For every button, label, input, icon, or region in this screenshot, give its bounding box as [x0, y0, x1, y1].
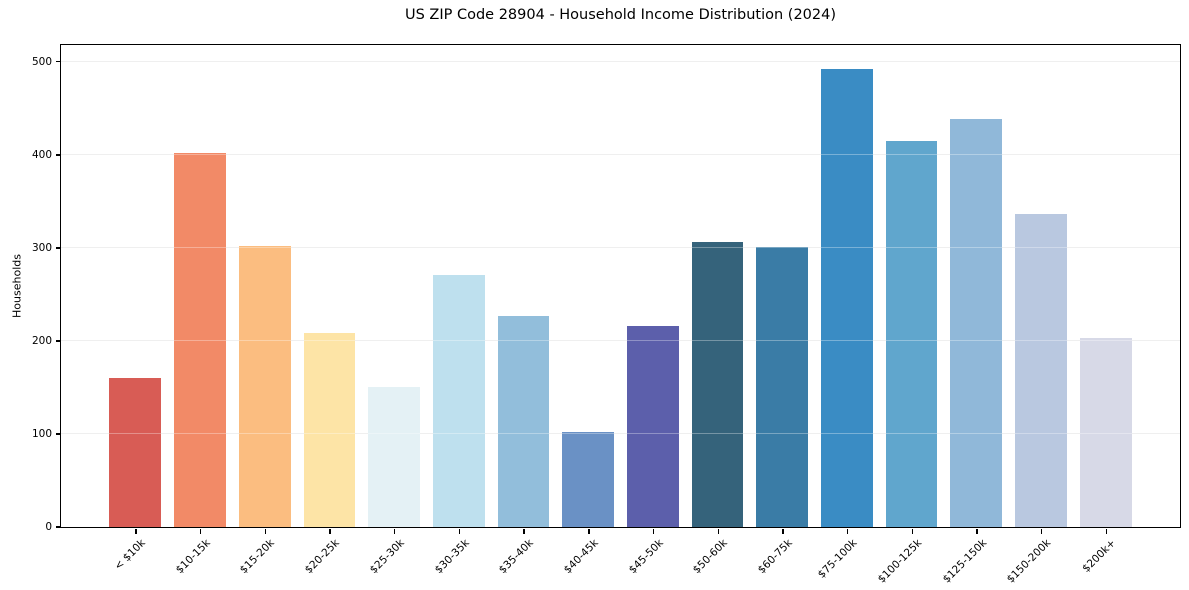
bar-slot: $20-25k	[297, 45, 362, 576]
x-tick-label: $20-25k	[302, 537, 342, 577]
bar-slot: $30-35k	[426, 45, 491, 576]
y-tick-label: 300	[31, 241, 52, 254]
gridline	[61, 339, 1180, 341]
y-tick-mark	[55, 61, 61, 63]
x-tick-label: $10-15k	[173, 537, 213, 577]
bar-slot: $35-40k	[491, 45, 556, 576]
y-tick-mark	[55, 247, 61, 249]
gridline	[61, 153, 1180, 155]
y-tick-label: 400	[31, 148, 52, 161]
x-tick-label: $25-30k	[367, 537, 407, 577]
y-tick-mark	[55, 433, 61, 435]
gridline	[61, 60, 1180, 62]
x-tick-mark	[264, 528, 267, 534]
x-tick-label: $200k+	[1080, 537, 1119, 575]
x-tick-label: $125-150k	[940, 537, 989, 586]
bar-$15-20k	[238, 246, 291, 527]
bar-slot: $125-150k	[940, 45, 1009, 586]
bar-slot: $60-75k	[750, 45, 815, 576]
x-tick-label: $100-125k	[875, 537, 925, 586]
x-tick-mark	[717, 528, 719, 534]
x-tick-label: $30-35k	[432, 537, 472, 577]
x-tick-label: $75-100k	[815, 537, 860, 581]
x-tick-mark	[1105, 528, 1108, 534]
x-tick-label: $150-200k	[1004, 537, 1054, 586]
x-tick-mark	[200, 528, 202, 534]
x-tick-mark	[394, 528, 396, 534]
x-tick-label: $45-50k	[626, 537, 666, 577]
y-axis-label: Households	[10, 254, 24, 318]
x-tick-mark	[911, 528, 913, 534]
y-tick-label: 0	[45, 521, 52, 533]
gridline	[61, 246, 1180, 248]
bar-$50-60k	[691, 242, 744, 527]
x-tick-mark	[523, 528, 525, 534]
bar-slot: $25-30k	[362, 45, 427, 576]
x-tick-mark	[1040, 528, 1043, 534]
bar-$30-35k	[432, 274, 485, 527]
bar-slot: $200k+	[1073, 45, 1138, 575]
x-tick-mark	[782, 528, 784, 534]
x-tick-mark	[976, 528, 978, 534]
bar-$25-30k	[368, 386, 420, 527]
bar-slot: $45-50k	[621, 45, 686, 576]
x-tick-label: $50-60k	[690, 537, 731, 577]
bar-$10-15k	[174, 152, 226, 527]
bar-slot: < $10k	[103, 45, 168, 573]
x-tick-mark	[329, 528, 331, 534]
bar-$100-125k	[885, 140, 938, 527]
bar-< $10k	[109, 378, 162, 527]
chart-title: US ZIP Code 28904 - Household Income Dis…	[404, 7, 837, 23]
bar-$40-45k	[562, 432, 615, 527]
y-tick-mark	[55, 526, 61, 528]
x-tick-label: $35-40k	[496, 537, 536, 577]
x-tick-mark	[846, 528, 849, 534]
bar-slot: $50-60k	[685, 45, 750, 576]
x-tick-mark	[135, 528, 137, 534]
bars-layer: < $10k $10-15k $15-20k $20-25k $25-30k $30-35…	[61, 45, 1180, 586]
x-tick-label: $60-75k	[755, 537, 795, 577]
x-tick-label: < $10k	[112, 537, 148, 573]
gridlines-behind	[61, 45, 1180, 527]
x-tick-label: $15-20k	[238, 537, 278, 577]
gridline	[61, 432, 1180, 434]
x-tick-label: $40-45k	[561, 537, 601, 577]
bar-slot: $10-15k	[168, 45, 233, 576]
y-tick-mark	[55, 154, 61, 156]
bar-$125-150k	[950, 118, 1003, 527]
bar-$45-50k	[626, 326, 679, 527]
bar-slot: $75-100k	[815, 45, 880, 581]
bar-$150-200k	[1015, 214, 1067, 527]
bar-slot: $15-20k	[232, 45, 297, 576]
plot-area: < $10k $10-15k $15-20k $20-25k $25-30k $30-35…	[32, 44, 1181, 586]
bar-$200k+	[1079, 338, 1132, 527]
y-tick-mark	[55, 340, 61, 342]
bar-$35-40k	[497, 315, 550, 527]
bar-slot: $100-125k	[876, 45, 944, 586]
x-tick-mark	[458, 528, 461, 534]
bar-slot: $150-200k	[1005, 45, 1074, 586]
bar-$75-100k	[821, 69, 873, 527]
x-tick-mark	[652, 528, 655, 534]
x-tick-mark	[588, 528, 590, 534]
y-tick-label: 500	[31, 55, 52, 68]
bar-$20-25k	[303, 332, 356, 527]
bar-$60-75k	[756, 246, 809, 527]
y-tick-label: 200	[31, 334, 52, 347]
bar-slot: $40-45k	[556, 45, 621, 576]
y-tick-label: 100	[31, 427, 52, 440]
